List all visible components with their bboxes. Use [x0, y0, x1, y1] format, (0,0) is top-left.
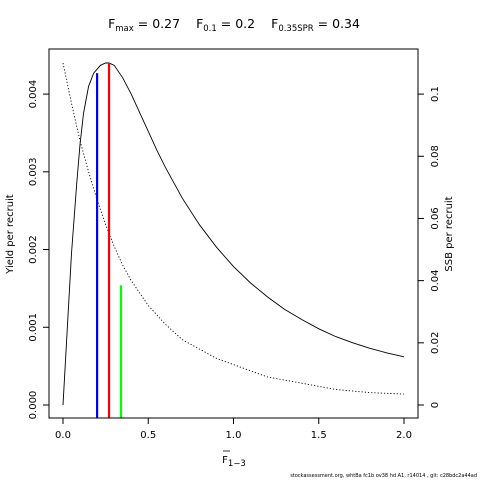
y-right-tick-label: 0.04: [430, 270, 441, 292]
series-line-yield: [62, 62, 405, 406]
reference-lines: [95, 63, 123, 418]
x-tick-label: 2.0: [396, 430, 412, 441]
x-tick-label: 1.0: [226, 430, 242, 441]
y-right-tick-label: 0: [430, 402, 441, 408]
y-left-tick-label: 0.001: [28, 313, 39, 342]
x-axis: 0.0 0.5 1.0 1.5 2.0: [55, 417, 412, 441]
chart-title: Fmax = 0.27 F0.1 = 0.2 F0.35SPR = 0.34: [108, 16, 360, 34]
y-right-tick-label: 0.06: [430, 207, 441, 229]
x-tick-label: 0.5: [140, 430, 156, 441]
y-axis-left-title: Yield per recruit: [5, 194, 16, 275]
y-right-tick-label: 0.08: [430, 145, 441, 167]
series-line-ssb: [62, 62, 405, 395]
x-tick-label: 1.5: [311, 430, 327, 441]
y-left-tick-label: 0.003: [28, 157, 39, 186]
y-axis-right: 0 0.02 0.04 0.06 0.08 0.1: [417, 86, 441, 408]
y-axis-left: 0.000 0.001 0.002 0.003 0.004: [28, 80, 50, 420]
plot-frame: [48, 48, 419, 419]
y-left-tick-label: 0.002: [28, 235, 39, 264]
y-left-tick-label: 0.000: [28, 391, 39, 420]
y-right-tick-label: 0.02: [430, 332, 441, 354]
x-tick-label: 0.0: [55, 430, 71, 441]
y-axis-right-title: SSB per recruit: [444, 196, 455, 271]
series-layer: [62, 62, 405, 406]
y-right-tick-label: 0.1: [430, 86, 441, 102]
y-left-tick-label: 0.004: [28, 80, 39, 109]
footer-text: stockassessment.org, whtBa fc1b ov38 hd …: [290, 473, 477, 479]
x-axis-title: F1−3: [222, 455, 246, 469]
